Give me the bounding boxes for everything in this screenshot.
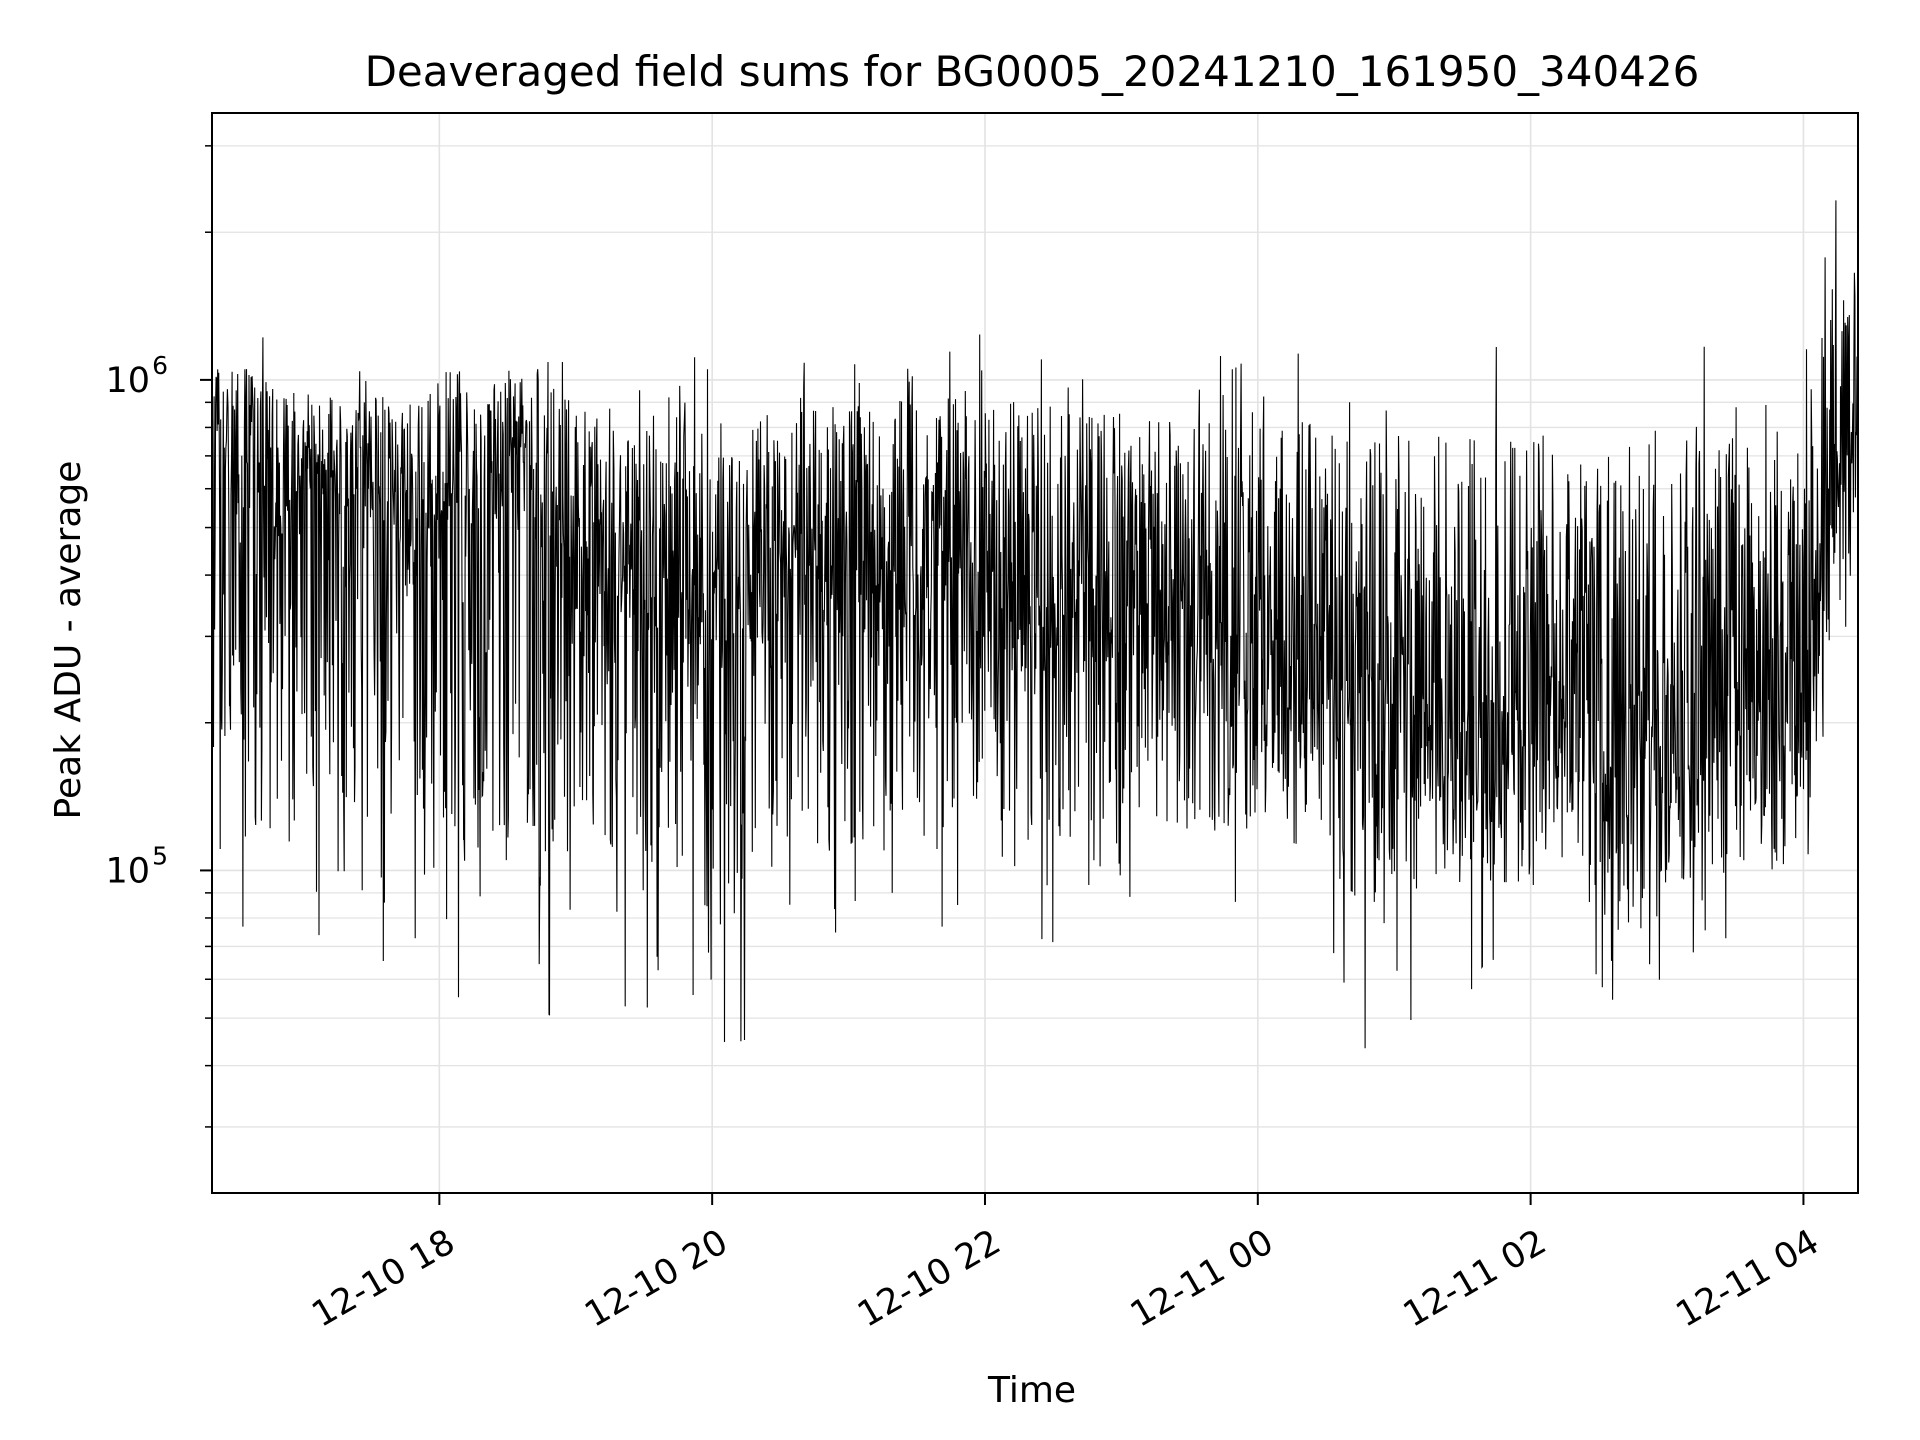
x-axis-label: Time: [987, 1370, 1076, 1411]
y-tick-exponent: 6: [152, 351, 168, 380]
plot-frame: [211, 112, 1859, 1194]
y-tick-label: 10: [105, 361, 150, 401]
chart-title: Deaveraged field sums for BG0005_2024121…: [365, 47, 1700, 96]
y-tick-label: 10: [105, 851, 150, 891]
y-tick-exponent: 5: [152, 841, 168, 870]
plot-series: [211, 200, 1859, 1049]
y-axis-label: Peak ADU - average: [48, 461, 89, 820]
series-line: [211, 200, 1859, 1049]
